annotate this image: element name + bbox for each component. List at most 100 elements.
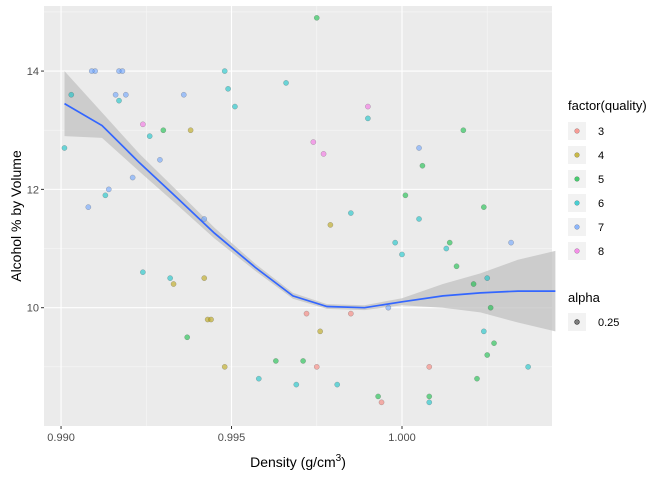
data-point [146, 133, 153, 139]
data-point [300, 358, 306, 364]
data-point [310, 139, 317, 145]
y-tick-label: 10 [27, 303, 39, 315]
data-point [102, 192, 109, 199]
data-point [112, 91, 119, 98]
y-tick-label: 14 [27, 66, 39, 78]
data-point [525, 363, 531, 370]
data-point [201, 216, 208, 222]
y-tick-label: 12 [27, 184, 39, 196]
data-point [365, 115, 371, 122]
data-point [116, 97, 122, 104]
data-point [426, 399, 433, 406]
data-point [201, 275, 208, 281]
x-axis-title-close: ) [341, 454, 346, 470]
data-point [293, 381, 300, 388]
y-axis-title: Alcohol % by Volume [8, 150, 24, 282]
legend: factor(quality) 3 4 5 6 7 8 [568, 98, 647, 260]
data-point [491, 340, 497, 347]
legend-label: 4 [598, 150, 604, 162]
data-point [365, 103, 371, 110]
data-point [426, 393, 433, 400]
data-point [460, 127, 467, 134]
data-point [68, 91, 75, 98]
data-point [508, 239, 514, 246]
legend-title: factor(quality) [568, 98, 647, 113]
legend-label: 5 [598, 174, 604, 186]
data-point [402, 192, 409, 199]
x-tick-label: 0.995 [218, 432, 246, 444]
data-point [167, 275, 173, 281]
data-point [187, 127, 194, 134]
data-point [303, 310, 310, 317]
data-point [317, 328, 324, 335]
data-point [129, 174, 136, 181]
data-point [453, 263, 460, 270]
y-axis: 10 12 14 [27, 66, 44, 315]
data-point [221, 68, 228, 74]
data-point [416, 145, 422, 151]
legend-dot [574, 224, 580, 230]
data-point [140, 121, 146, 128]
data-point [385, 304, 392, 311]
legend-entries: 3 4 5 6 7 8 [568, 122, 604, 260]
data-point [484, 275, 491, 281]
data-point [88, 68, 95, 74]
panel-background [44, 6, 552, 426]
data-point [399, 251, 405, 258]
x-axis-title-superscript: 3 [336, 453, 342, 464]
data-point [140, 269, 146, 276]
data-point [283, 80, 289, 86]
grid-minor [44, 6, 552, 426]
legend-dot [574, 200, 580, 206]
data-point [61, 145, 68, 151]
alpha-legend-dot [574, 319, 580, 325]
data-point [419, 162, 426, 169]
data-point [160, 127, 167, 134]
x-axis-title: Density (g/cm3) [250, 453, 346, 470]
data-point [255, 375, 262, 382]
data-point [446, 239, 453, 246]
smooth-line [64, 102, 556, 309]
data-point [85, 204, 92, 210]
data-point [470, 281, 477, 287]
data-point [313, 363, 320, 370]
legend-dot [574, 152, 580, 158]
x-tick-label: 1.000 [388, 432, 416, 444]
data-point [480, 204, 487, 210]
data-point [122, 91, 129, 98]
legend-dot [574, 248, 580, 254]
data-points [61, 14, 531, 406]
legend-dot [574, 176, 580, 182]
x-axis: 0.990 0.995 1.000 [47, 426, 416, 444]
data-point [443, 245, 450, 252]
data-point [426, 363, 433, 370]
data-point [119, 68, 126, 74]
data-point [484, 352, 491, 358]
data-point [416, 216, 422, 222]
x-axis-title-main: Density (g/cm [250, 454, 336, 470]
data-point [272, 358, 279, 364]
data-point [347, 210, 354, 216]
data-point [392, 239, 399, 246]
data-point [180, 91, 187, 98]
data-point [480, 328, 487, 335]
data-point [375, 393, 381, 400]
legend-label: 3 [598, 126, 604, 138]
alpha-legend-label: 0.25 [598, 317, 619, 329]
data-point [378, 399, 385, 406]
data-point [157, 156, 163, 163]
data-point [334, 381, 341, 388]
alpha-legend: alpha 0.25 [568, 290, 619, 331]
data-point [225, 85, 231, 92]
legend-label: 8 [598, 246, 604, 258]
data-point [184, 334, 191, 341]
confidence-ribbon [64, 71, 556, 332]
data-point [320, 151, 327, 157]
data-point [208, 316, 214, 323]
data-point [487, 304, 494, 311]
data-point [170, 281, 177, 287]
legend-label: 6 [598, 198, 604, 210]
x-tick-label: 0.990 [47, 432, 75, 444]
data-point [232, 103, 238, 110]
